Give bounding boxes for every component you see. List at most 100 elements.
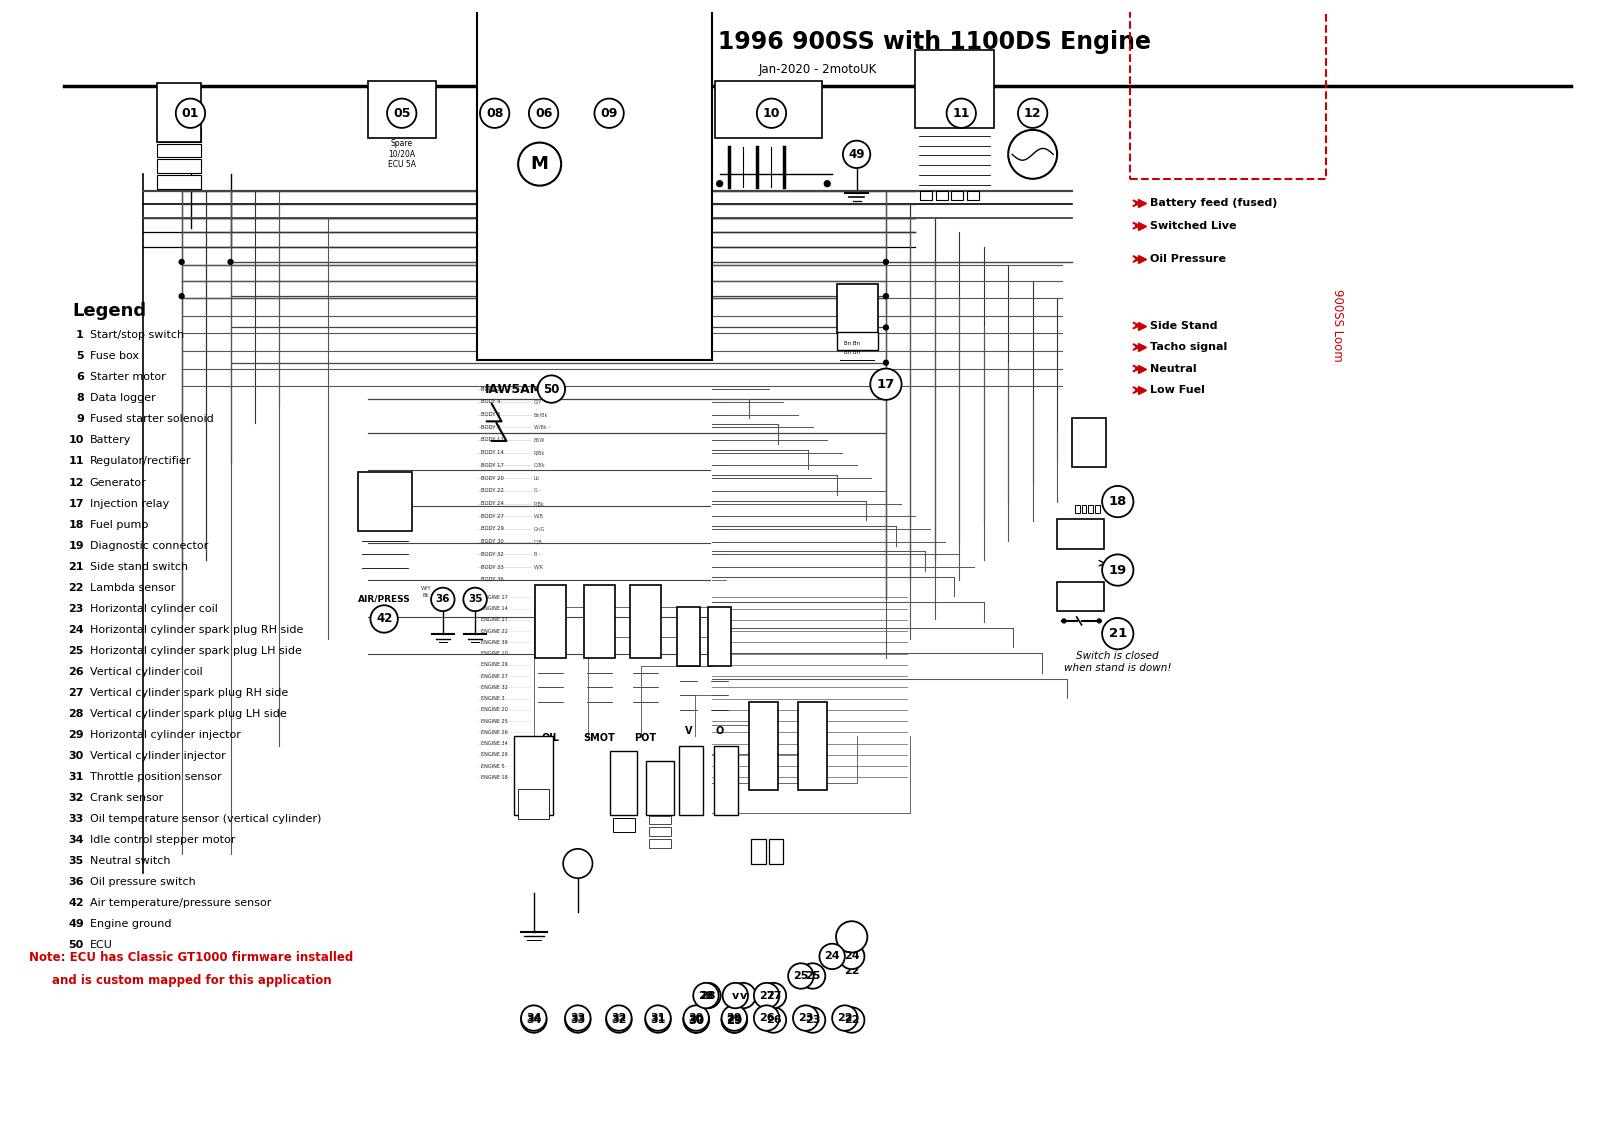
Circle shape [1098, 619, 1101, 623]
Circle shape [883, 294, 888, 299]
Text: 32: 32 [611, 1014, 627, 1025]
Circle shape [1008, 129, 1058, 179]
Bar [358, 472, 411, 531]
Text: O/B: O/B [534, 539, 542, 544]
Circle shape [1062, 619, 1066, 623]
Text: 23: 23 [805, 1014, 821, 1025]
Circle shape [843, 141, 870, 168]
Text: 10: 10 [763, 106, 781, 120]
Text: Diagnostic connector: Diagnostic connector [90, 540, 208, 551]
Text: 11: 11 [952, 106, 970, 120]
Text: O: O [715, 726, 723, 736]
Text: 32: 32 [611, 1013, 627, 1022]
Text: 11: 11 [69, 457, 83, 466]
Circle shape [819, 943, 845, 969]
Bar [157, 82, 202, 142]
Circle shape [800, 1008, 826, 1033]
Circle shape [464, 587, 486, 611]
Circle shape [722, 1008, 747, 1033]
Text: 8: 8 [77, 394, 83, 403]
Bar [920, 190, 931, 200]
Text: Bl/W: Bl/W [534, 437, 546, 442]
Text: ECU: ECU [90, 940, 112, 950]
Bar [915, 49, 994, 128]
Circle shape [870, 369, 901, 400]
Text: 26: 26 [766, 1014, 781, 1025]
Circle shape [1102, 554, 1133, 586]
Text: Battery: Battery [90, 435, 131, 445]
Text: Bk: Bk [422, 593, 430, 599]
Text: 19: 19 [69, 540, 83, 551]
Text: 31: 31 [650, 1014, 666, 1025]
Bar [650, 815, 670, 824]
Text: Switched Live: Switched Live [1150, 221, 1237, 231]
Text: 06: 06 [534, 106, 552, 120]
Circle shape [832, 1005, 858, 1030]
Text: 22: 22 [837, 1013, 853, 1022]
Text: Lb: Lb [534, 475, 539, 481]
Circle shape [760, 982, 786, 1009]
Text: Fuel pump: Fuel pump [90, 520, 149, 530]
Text: ENGINE 39: ENGINE 39 [482, 640, 507, 645]
Text: BODY 8: BODY 8 [482, 425, 501, 429]
Text: 18: 18 [69, 520, 83, 530]
Text: W/R: W/R [534, 564, 544, 569]
Bar [1082, 505, 1086, 513]
Text: Starter motor: Starter motor [90, 372, 165, 382]
Circle shape [800, 963, 826, 989]
Bar [534, 585, 566, 658]
Text: 1: 1 [77, 330, 83, 340]
Circle shape [595, 98, 624, 128]
Circle shape [731, 982, 755, 1009]
Text: Throttle position sensor: Throttle position sensor [90, 772, 221, 782]
Text: 24: 24 [824, 951, 840, 962]
Circle shape [606, 1008, 632, 1033]
Text: Data logger: Data logger [90, 394, 155, 403]
Text: ENGINE 10: ENGINE 10 [482, 652, 507, 656]
Circle shape [754, 1005, 779, 1030]
Text: 10: 10 [69, 435, 83, 445]
Text: 6: 6 [75, 372, 83, 382]
Bar [952, 190, 963, 200]
Bar [714, 747, 738, 814]
Text: Switch is closed: Switch is closed [1077, 652, 1158, 661]
Text: Neutral switch: Neutral switch [90, 856, 170, 866]
Circle shape [683, 1008, 709, 1033]
Circle shape [789, 963, 813, 989]
Text: 08: 08 [486, 106, 504, 120]
Text: Horizontal cylinder coil: Horizontal cylinder coil [90, 603, 218, 614]
Circle shape [883, 361, 888, 365]
Text: ENGINE 5: ENGINE 5 [482, 764, 504, 768]
Text: 28: 28 [69, 709, 83, 719]
Text: ENGINE 34: ENGINE 34 [482, 741, 507, 747]
Text: 36: 36 [435, 594, 450, 605]
Circle shape [694, 982, 720, 1009]
Text: Oil Pressure: Oil Pressure [1150, 254, 1226, 264]
Text: 23: 23 [798, 1013, 813, 1022]
Text: G/Y: G/Y [534, 400, 542, 404]
Bar [630, 585, 661, 658]
Text: ENGINE 29: ENGINE 29 [482, 752, 507, 758]
Circle shape [1018, 98, 1048, 128]
Text: Neutral: Neutral [1150, 364, 1197, 373]
Text: 50: 50 [544, 382, 560, 395]
Bar [610, 751, 637, 814]
Text: 33: 33 [570, 1013, 586, 1022]
Text: 26: 26 [69, 666, 83, 677]
Text: Start/stop switch: Start/stop switch [90, 330, 184, 340]
Text: 30: 30 [69, 751, 83, 761]
Text: Lambda sensor: Lambda sensor [90, 583, 174, 593]
Circle shape [794, 1005, 819, 1030]
Text: OIL: OIL [541, 733, 560, 743]
Text: Engine ground: Engine ground [90, 919, 171, 929]
Bar [157, 175, 202, 189]
Text: 27: 27 [69, 688, 83, 697]
Text: Vertical cylinder spark plug RH side: Vertical cylinder spark plug RH side [90, 688, 288, 697]
Bar [1096, 505, 1101, 513]
Text: Fused starter solenoid: Fused starter solenoid [90, 414, 213, 425]
Text: Horizontal cylinder injector: Horizontal cylinder injector [90, 729, 240, 740]
Text: BODY 20: BODY 20 [482, 475, 504, 481]
Text: Bn/Bk: Bn/Bk [534, 412, 549, 417]
Bar [1131, 0, 1326, 179]
Text: Horizontal cylinder spark plug RH side: Horizontal cylinder spark plug RH side [90, 625, 302, 634]
